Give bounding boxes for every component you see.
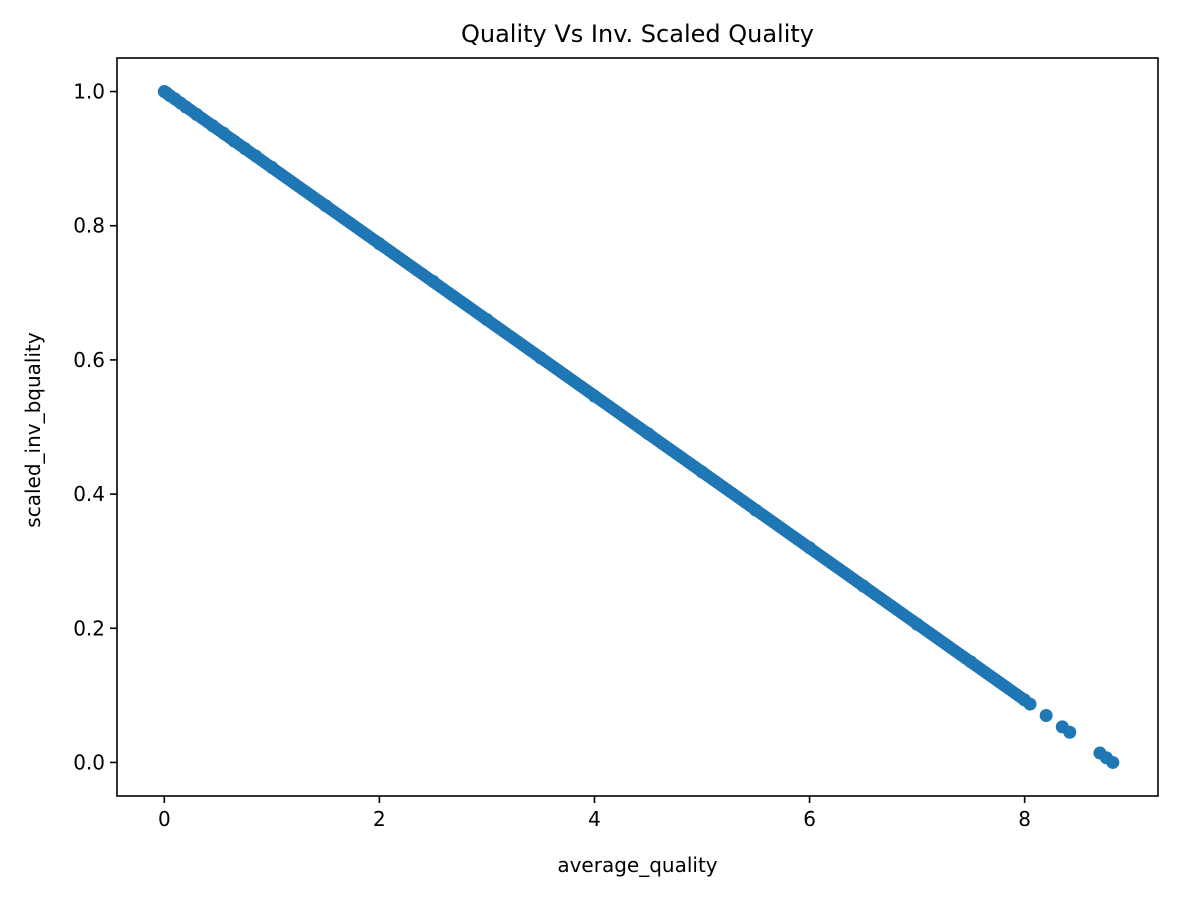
data-point	[803, 541, 817, 555]
data-point	[695, 465, 709, 479]
data-point	[964, 655, 978, 669]
data-point	[856, 579, 870, 593]
data-points	[157, 85, 1120, 769]
y-axis-ticks: 0.0 0.2 0.4 0.6 0.8 1.0	[73, 80, 117, 774]
x-axis-label: average_quality	[557, 853, 717, 877]
data-point	[1023, 697, 1037, 711]
data-point	[265, 160, 279, 174]
data-point	[641, 427, 655, 441]
data-point	[749, 503, 763, 517]
x-tick-label: 6	[803, 807, 816, 831]
data-point	[372, 237, 386, 251]
data-point	[206, 119, 220, 133]
y-tick-label: 0.4	[73, 482, 105, 506]
data-point	[910, 617, 924, 631]
data-point	[1039, 708, 1053, 722]
data-point	[319, 199, 333, 213]
data-point	[534, 351, 548, 365]
chart-title: Quality Vs Inv. Scaled Quality	[461, 20, 814, 48]
data-point	[216, 126, 230, 140]
data-point	[480, 313, 494, 327]
data-point	[426, 274, 440, 288]
plot-frame	[116, 57, 1159, 797]
data-point	[1106, 755, 1120, 769]
data-point	[1063, 725, 1077, 739]
x-axis-ticks: 0 2 4 6 8	[158, 796, 1031, 831]
data-point	[227, 134, 241, 148]
x-tick-label: 4	[588, 807, 601, 831]
x-tick-label: 0	[158, 807, 171, 831]
x-tick-label: 8	[1018, 807, 1031, 831]
y-axis-label: scaled_inv_bquality	[21, 332, 45, 528]
data-point	[238, 142, 252, 156]
y-tick-label: 0.6	[73, 348, 105, 372]
data-point	[190, 107, 204, 121]
y-tick-label: 1.0	[73, 80, 105, 104]
y-tick-label: 0.8	[73, 214, 105, 238]
data-point	[179, 100, 193, 114]
data-point	[587, 389, 601, 403]
x-tick-label: 2	[373, 807, 386, 831]
data-point	[249, 149, 263, 163]
y-tick-label: 0.0	[73, 750, 105, 774]
y-tick-label: 0.2	[73, 616, 105, 640]
